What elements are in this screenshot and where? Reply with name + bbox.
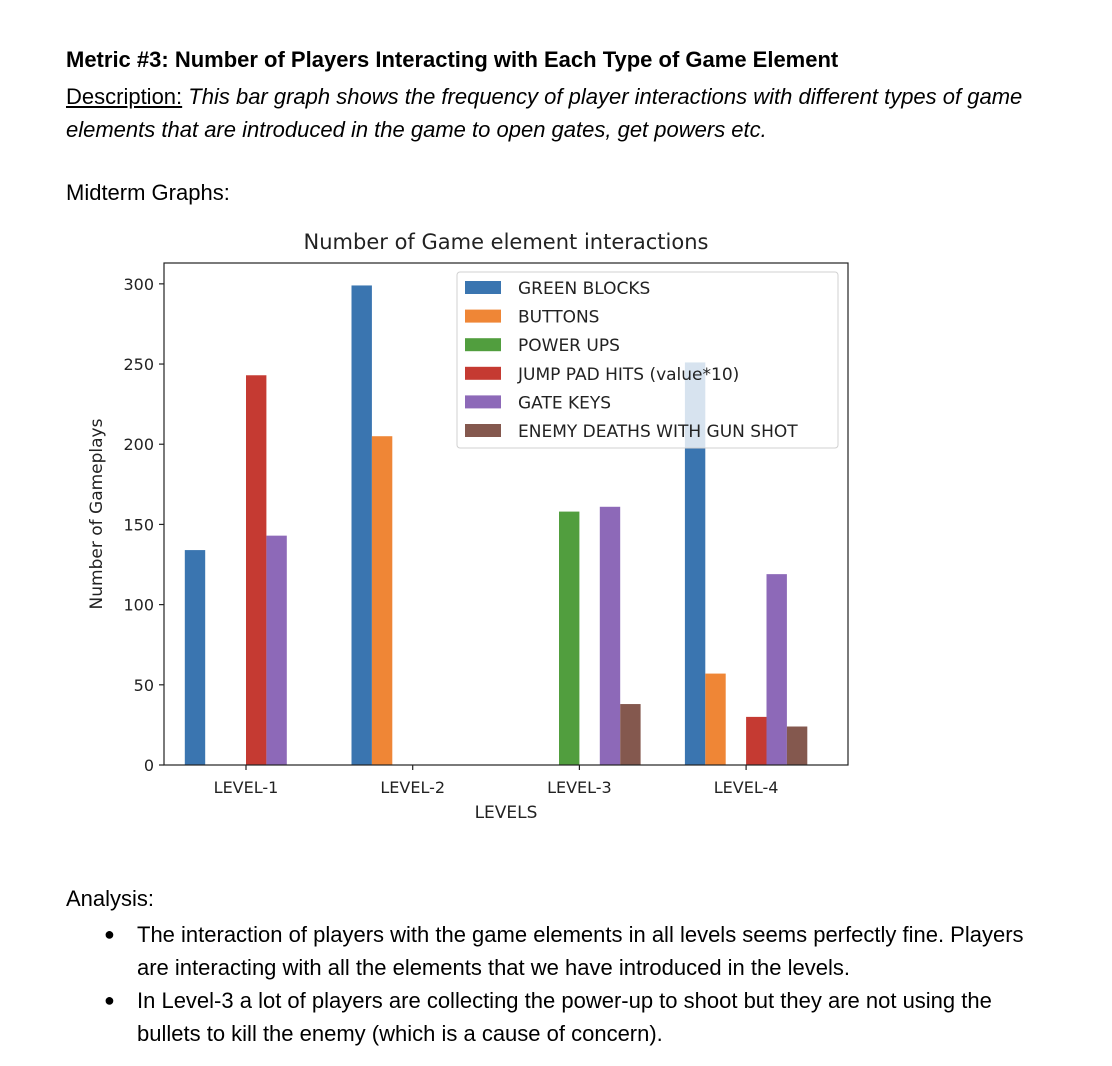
description-text: This bar graph shows the frequency of pl… [66, 84, 1023, 142]
legend-swatch [465, 424, 501, 437]
legend-label: GATE KEYS [518, 393, 611, 413]
bullet-icon: ● [104, 924, 115, 944]
bar-jump-pad-hits-value-10-level-1 [246, 375, 267, 765]
analysis-item-text: The interaction of players with the game… [137, 922, 1024, 980]
legend-label: POWER UPS [518, 336, 620, 356]
plot-frame [163, 262, 849, 766]
x-tick-label: LEVEL-4 [714, 778, 779, 797]
bar-green-blocks-level-4 [684, 362, 706, 765]
bar-chart-container: Number of Game element interactions 0 50 10… [60, 222, 860, 832]
y-tick-label: 250 [123, 355, 154, 374]
bar-green-blocks-level-1 [184, 550, 206, 765]
y-tick-label: 300 [123, 275, 154, 294]
description-paragraph: Description: This bar graph shows the fr… [66, 80, 1046, 146]
x-tick-label: LEVEL-2 [380, 778, 445, 797]
bar-chart: Number of Game element interactions 0 50 10… [87, 230, 849, 823]
legend-label: JUMP PAD HITS (value*10) [517, 365, 739, 385]
legend-swatch [465, 309, 501, 323]
y-tick-label: 150 [123, 515, 154, 534]
midterm-graphs-label: Midterm Graphs: [66, 180, 230, 205]
x-tick-label: LEVEL-1 [214, 778, 279, 797]
bar-enemy-deaths-with-gun-shot-level-3 [620, 704, 641, 765]
legend-swatch [465, 366, 501, 380]
analysis-item: ● The interaction of players with the ga… [66, 918, 1056, 984]
analysis-title: Analysis: [66, 886, 155, 911]
chart-title: Number of Game element interactions [304, 230, 709, 254]
y-axis-label: Number of Gameplays [87, 418, 107, 609]
bar-gate-keys-level-4 [766, 574, 787, 765]
bar-enemy-deaths-with-gun-shot-level-4 [786, 726, 808, 765]
legend-swatch [465, 338, 501, 352]
bar-power-ups-level-3 [559, 511, 580, 765]
y-tick-label: 50 [134, 676, 154, 695]
y-tick-label: 100 [123, 596, 154, 615]
bar-gate-keys-level-1 [266, 535, 287, 765]
bar-jump-pad-hits-value-10-level-4 [746, 716, 767, 765]
bar-buttons-level-4 [705, 673, 726, 765]
analysis-list: ● The interaction of players with the ga… [66, 918, 1056, 1050]
y-tick-label: 0 [144, 756, 154, 775]
legend-label: ENEMY DEATHS WITH GUN SHOT [518, 422, 798, 442]
legend-swatch [465, 281, 501, 294]
analysis-item: ● In Level-3 a lot of players are collec… [66, 984, 1056, 1050]
legend-label: BUTTONS [518, 308, 599, 328]
bullet-icon: ● [104, 990, 115, 1010]
metric-heading: Metric #3: Number of Players Interacting… [66, 47, 839, 72]
legend-swatch [465, 395, 501, 409]
description-label: Description: [66, 84, 183, 109]
analysis-item-text: In Level-3 a lot of players are collecti… [137, 988, 992, 1046]
x-tick-label: LEVEL-3 [547, 778, 612, 797]
legend-label: GREEN BLOCKS [518, 279, 650, 299]
x-axis-label: LEVELS [475, 803, 538, 823]
bar-buttons-level-2 [371, 436, 393, 765]
bar-green-blocks-level-2 [351, 285, 372, 765]
bar-gate-keys-level-3 [599, 506, 621, 765]
legend-box [456, 271, 839, 449]
y-tick-label: 200 [123, 435, 154, 454]
